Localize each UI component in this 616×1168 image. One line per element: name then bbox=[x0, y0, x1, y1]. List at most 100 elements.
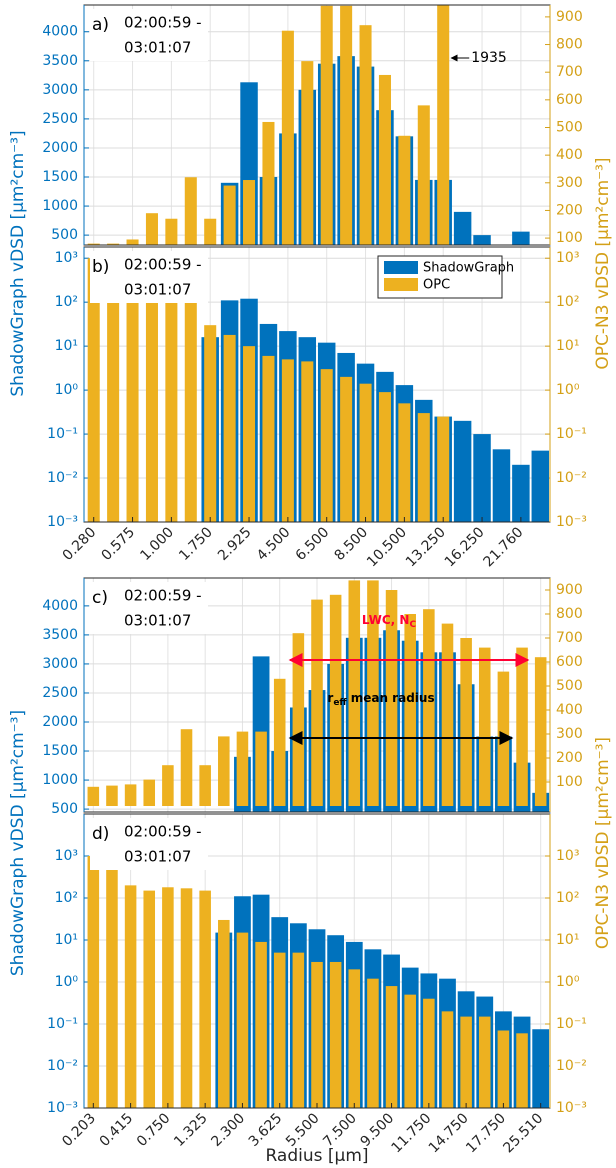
bar bbox=[162, 765, 174, 806]
bar bbox=[124, 784, 137, 806]
x-tick-label: 0.575 bbox=[99, 524, 139, 564]
bar bbox=[404, 994, 416, 1108]
x-tick-label: 2.925 bbox=[215, 524, 255, 564]
y-tick-label: 10⁻¹ bbox=[47, 1016, 78, 1032]
y2-tick-label: 700 bbox=[556, 64, 583, 80]
bar bbox=[180, 888, 193, 1108]
y2-tick-label: 10⁻³ bbox=[556, 514, 587, 530]
bar bbox=[184, 292, 197, 522]
bar bbox=[531, 450, 550, 522]
y2-tick-label: 300 bbox=[556, 726, 583, 742]
bar bbox=[497, 1030, 510, 1108]
x-tick-label: 1.750 bbox=[176, 524, 216, 564]
x-tick-label: 13.250 bbox=[403, 524, 449, 570]
y2-tick-label: 10⁻² bbox=[556, 470, 587, 486]
x-tick-label: 0.203 bbox=[59, 1110, 99, 1150]
y-axis-label: ShadowGraph vDSD [μm²cm⁻³] bbox=[8, 130, 28, 396]
y-tick-label: 10³ bbox=[55, 250, 78, 266]
y-tick-label: 10³ bbox=[55, 848, 78, 864]
bar bbox=[441, 1011, 454, 1108]
bar bbox=[460, 638, 472, 806]
bar bbox=[385, 590, 398, 806]
bar bbox=[367, 580, 379, 806]
bar bbox=[329, 961, 342, 1108]
bar bbox=[106, 785, 118, 806]
bar bbox=[87, 856, 100, 1108]
annotation-sub: C bbox=[409, 620, 416, 630]
bar bbox=[398, 403, 411, 522]
y2-tick-label: 10³ bbox=[556, 848, 579, 864]
y-tick-label: 4000 bbox=[42, 24, 78, 40]
bar bbox=[143, 890, 156, 1108]
x-tick-label: 2.300 bbox=[208, 1110, 248, 1150]
bar bbox=[243, 180, 256, 245]
bar bbox=[492, 449, 511, 522]
bar bbox=[126, 281, 139, 522]
y-tick-label: 2500 bbox=[42, 685, 78, 701]
bar bbox=[292, 633, 305, 806]
bar bbox=[223, 185, 236, 245]
bar bbox=[124, 885, 137, 1108]
y-tick-label: 10¹ bbox=[55, 932, 78, 948]
y2-tick-label: 500 bbox=[556, 678, 583, 694]
x-tick-label: 10.500 bbox=[364, 524, 410, 570]
y-tick-label: 10⁻² bbox=[47, 1058, 78, 1074]
bar bbox=[473, 434, 491, 522]
x-tick-label: 14.750 bbox=[426, 1110, 472, 1156]
y2-tick-label: 10⁰ bbox=[556, 382, 580, 398]
bar bbox=[417, 105, 430, 245]
y2-tick-label: 10² bbox=[556, 890, 579, 906]
bar bbox=[165, 288, 178, 522]
y2-tick-label: 800 bbox=[556, 37, 583, 53]
time-label: 03:01:07 bbox=[124, 39, 191, 57]
time-label: 02:00:59 - bbox=[124, 256, 202, 274]
y-tick-label: 500 bbox=[51, 801, 78, 817]
x-tick-label: 4.500 bbox=[254, 524, 294, 564]
y-tick-label: 10⁻³ bbox=[47, 1100, 78, 1116]
bar bbox=[281, 359, 294, 522]
annotation-text: r bbox=[327, 691, 333, 705]
time-label: 03:01:07 bbox=[124, 612, 191, 630]
y-tick-label: 10⁰ bbox=[55, 974, 79, 990]
legend-swatch bbox=[384, 261, 418, 274]
panel-label: d) bbox=[92, 824, 109, 844]
bar bbox=[385, 986, 398, 1108]
bar bbox=[204, 325, 217, 522]
bar bbox=[87, 243, 100, 245]
annotation: reff mean radius bbox=[327, 691, 434, 708]
y-tick-label: 10⁻¹ bbox=[47, 426, 78, 442]
bar bbox=[145, 284, 158, 522]
bar bbox=[378, 74, 391, 245]
y2-tick-label: 10¹ bbox=[556, 932, 579, 948]
bars bbox=[87, 5, 530, 245]
y2-tick-label: 300 bbox=[556, 175, 583, 191]
panel-label: b) bbox=[92, 257, 109, 277]
y-tick-label: 3000 bbox=[42, 82, 78, 98]
bar bbox=[441, 623, 454, 806]
bar bbox=[320, 369, 333, 522]
y2-tick-label: 10¹ bbox=[556, 338, 579, 354]
y-tick-label: 10² bbox=[55, 890, 78, 906]
y-tick-label: 10¹ bbox=[55, 338, 78, 354]
y-tick-label: 1000 bbox=[42, 198, 78, 214]
y-axis-label: ShadowGraph vDSD [μm²cm⁻³] bbox=[8, 710, 28, 976]
bar bbox=[398, 135, 411, 245]
y2-tick-label: 800 bbox=[556, 606, 583, 622]
x-tick-label: 21.760 bbox=[481, 524, 527, 570]
y2-tick-label: 400 bbox=[556, 702, 583, 718]
bar bbox=[516, 647, 528, 806]
bar bbox=[460, 1016, 472, 1108]
bar bbox=[204, 218, 217, 245]
bar bbox=[453, 420, 472, 522]
bar bbox=[359, 25, 372, 245]
panel-label: c) bbox=[92, 588, 108, 608]
x-tick-label: 17.750 bbox=[463, 1110, 509, 1156]
y2-tick-label: 200 bbox=[556, 202, 583, 218]
label-box bbox=[90, 818, 208, 870]
x-tick-label: 3.625 bbox=[246, 1110, 286, 1150]
bar bbox=[262, 121, 275, 245]
bar bbox=[301, 61, 314, 245]
label-box bbox=[90, 9, 208, 61]
y2-tick-label: 600 bbox=[556, 92, 583, 108]
y-tick-label: 3500 bbox=[42, 627, 78, 643]
